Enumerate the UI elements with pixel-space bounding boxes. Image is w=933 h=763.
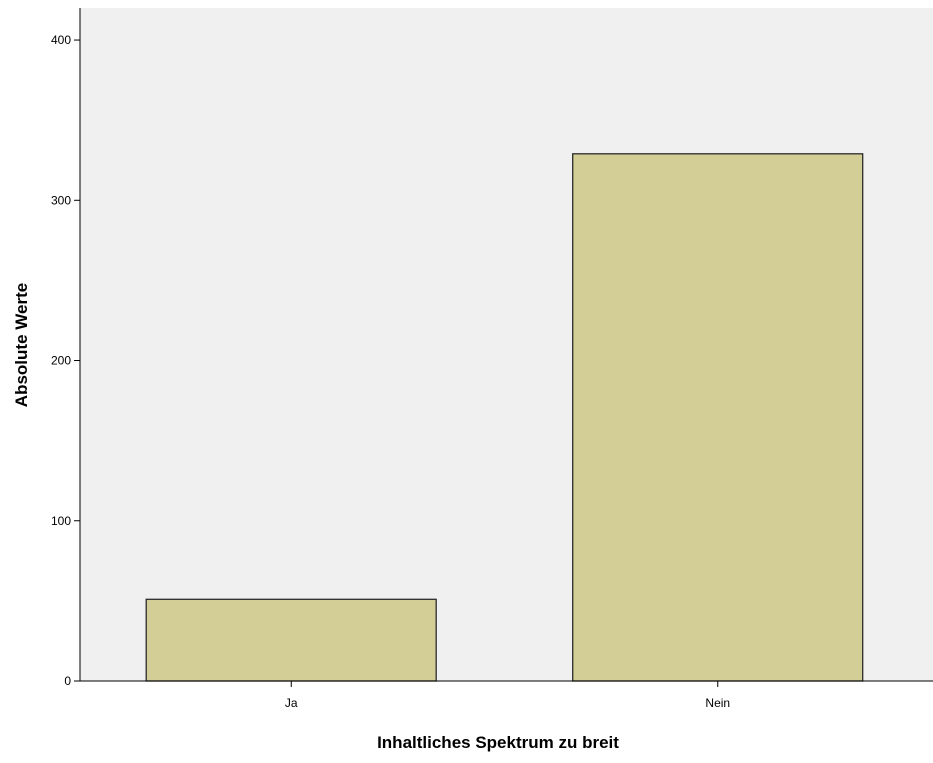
bar-ja [145, 598, 437, 682]
y-tick-label: 0 [64, 674, 71, 688]
y-tick-label: 200 [51, 354, 71, 368]
x-axis-title: Inhaltliches Spektrum zu breit [377, 733, 619, 752]
bar-nein [572, 153, 864, 682]
bars-layer [145, 153, 864, 682]
x-axis-ticks: Ja Nein [285, 681, 730, 710]
y-tick-label: 100 [51, 514, 71, 528]
y-tick-label: 300 [51, 193, 71, 207]
y-axis-ticks: 0 100 200 300 400 [51, 33, 80, 688]
x-tick-label-ja: Ja [285, 696, 298, 710]
y-tick-label: 400 [51, 33, 71, 47]
y-axis-title: Absolute Werte [12, 283, 31, 407]
x-tick-label-nein: Nein [705, 696, 730, 710]
